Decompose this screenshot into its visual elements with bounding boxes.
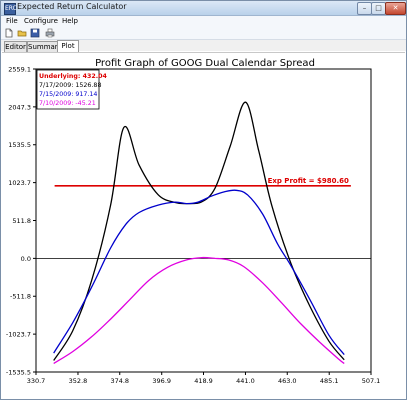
legend-entry: 7/17/2009: 1526.88: [39, 82, 101, 89]
menu-file[interactable]: File: [6, 17, 18, 25]
chart-title: Profit Graph of GOOG Dual Calendar Sprea…: [95, 58, 315, 69]
maximize-button[interactable]: □: [371, 2, 386, 15]
expected-profit-label: Exp Profit = $980.60: [268, 177, 349, 185]
new-file-icon[interactable]: [4, 28, 14, 38]
legend-entry: Underlying: 432.04: [39, 73, 108, 80]
close-button[interactable]: ✕: [385, 2, 406, 15]
series-line-2009-07-10: [53, 256, 345, 365]
y-tick-label: 2559.1: [8, 66, 31, 74]
tab-editor[interactable]: Editor: [4, 41, 27, 52]
x-tick-label: 352.8: [69, 377, 88, 385]
x-tick-label: 463.0: [278, 377, 297, 385]
x-tick-label: 330.7: [27, 377, 46, 385]
x-tick-label: 485.1: [320, 377, 339, 385]
tab-strip: Editor Summary Plot: [1, 40, 406, 52]
y-tick-label: -1535.5: [6, 369, 31, 377]
y-tick-label: 0.0: [21, 255, 31, 263]
menu-bar: File Configure Help: [1, 16, 406, 27]
x-tick-label: 441.0: [236, 377, 255, 385]
y-tick-label: 2047.3: [8, 103, 31, 111]
minimize-button[interactable]: –: [357, 2, 372, 15]
y-tick-label: 1535.5: [8, 141, 31, 149]
save-disk-icon[interactable]: [30, 28, 40, 38]
x-tick-label: 374.8: [110, 377, 129, 385]
tab-summary[interactable]: Summary: [27, 41, 62, 52]
x-tick-label: 396.9: [152, 377, 171, 385]
window-title: Expected Return Calculator: [17, 2, 127, 11]
title-bar[interactable]: ERC Expected Return Calculator – □ ✕: [1, 1, 406, 16]
legend-box: [36, 69, 100, 110]
series-line-2009-07-17: [53, 101, 345, 361]
x-tick-label: 418.9: [194, 377, 213, 385]
menu-configure[interactable]: Configure: [24, 17, 58, 25]
open-folder-icon[interactable]: [17, 28, 27, 38]
x-tick-label: 507.1: [362, 377, 381, 385]
tab-plot[interactable]: Plot: [57, 40, 79, 52]
printer-icon[interactable]: [45, 28, 55, 38]
y-tick-label: -1023.7: [6, 331, 31, 339]
legend-entry: 7/10/2009: -45.21: [39, 100, 96, 107]
toolbar: [1, 27, 406, 40]
app-icon: ERC: [4, 3, 17, 15]
series-line-2009-07-15: [53, 189, 345, 356]
plot-frame: [35, 68, 372, 373]
y-tick-label: 1023.7: [8, 179, 31, 187]
profit-chart: Profit Graph of GOOG Dual Calendar Sprea…: [6, 58, 381, 385]
legend-entry: 7/15/2009: 917.14: [39, 91, 97, 98]
plot-panel: Profit Graph of GOOG Dual Calendar Sprea…: [2, 52, 405, 399]
y-tick-label: 511.8: [12, 217, 31, 225]
menu-help[interactable]: Help: [62, 17, 78, 25]
y-tick-label: -511.8: [10, 293, 31, 301]
